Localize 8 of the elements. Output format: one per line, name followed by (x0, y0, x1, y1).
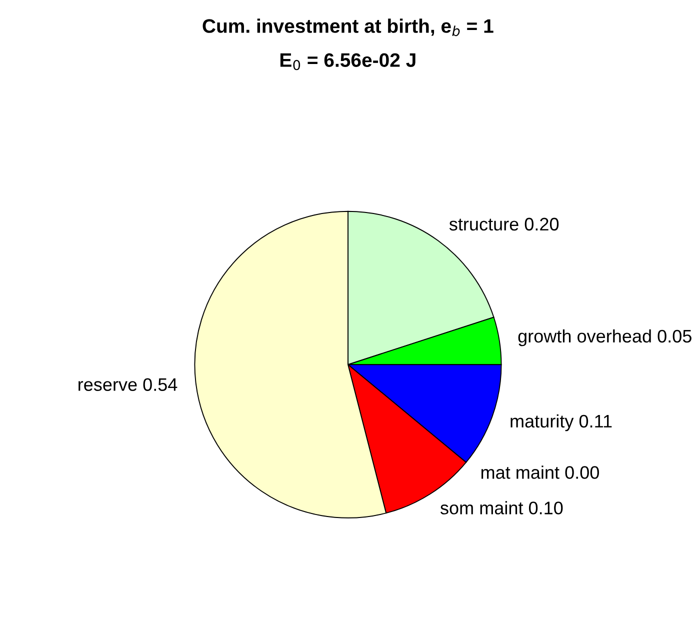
slice-label: maturity 0.11 (510, 414, 612, 432)
chart-title: Cum. investment at birth, e$_{b}$ = 1 (202, 18, 494, 36)
slice-label: growth overhead 0.05 (518, 329, 692, 346)
slice-label: reserve 0.54 (78, 378, 178, 391)
slice-label: som maint 0.10 (440, 501, 563, 514)
category-label: mat maint 0.00 (481, 466, 599, 479)
slice-label: structure 0.20 (449, 218, 559, 231)
chart-subtitle: E$_{0}$ = 6.56e-02 J (280, 53, 416, 70)
